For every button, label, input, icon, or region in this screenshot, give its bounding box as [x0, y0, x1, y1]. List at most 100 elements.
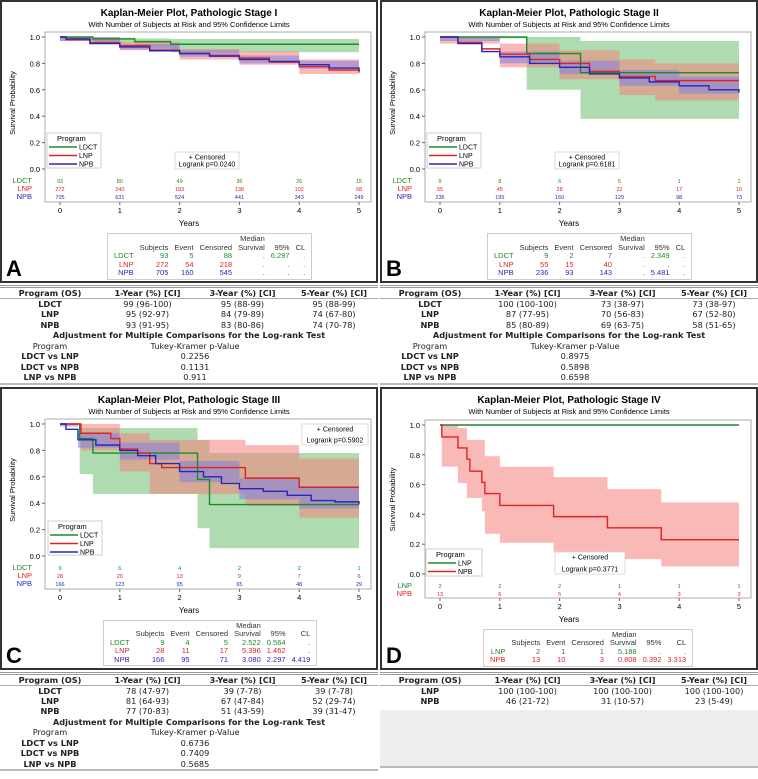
- os-value: 81 (64-93): [125, 695, 170, 706]
- stats-cell: NPB: [490, 655, 506, 664]
- at-risk-count: 8: [498, 179, 501, 185]
- summary-stats-table: Median Subjects Event Censored Survival 95% CL…: [483, 628, 694, 667]
- stats-cell: 2.349: [650, 251, 670, 260]
- stats-cell: .: [642, 268, 645, 277]
- stats-cell: 4: [185, 637, 190, 647]
- comparison-name: LDCT vs LNP: [401, 351, 459, 362]
- y-tick-label: 0.6: [30, 86, 40, 95]
- comparison-name: LDCT vs LNP: [21, 737, 79, 748]
- stats-header: Survival: [238, 242, 265, 252]
- panel-letter: A: [6, 256, 22, 281]
- legend-title: Program: [436, 550, 465, 559]
- os-value: 58 (51-65): [692, 319, 736, 330]
- x-axis-label: Years: [559, 615, 579, 624]
- x-tick-label: 0: [58, 206, 62, 215]
- at-risk-count: 55: [437, 187, 443, 193]
- x-tick-label: 4: [677, 206, 681, 215]
- summary-stats-table: Median Subjects Event Censored Survival 95% CL…: [103, 619, 318, 666]
- stats-header: Censored: [195, 629, 229, 638]
- p-value: 0.6598: [560, 372, 590, 383]
- stats-cell: .: [287, 268, 290, 277]
- at-risk-count: 68: [356, 187, 362, 193]
- os-header: 5-Year (%) [CI]: [670, 288, 758, 299]
- p-value: 0.6736: [180, 737, 210, 748]
- os-value: 95 (88-99): [312, 299, 356, 309]
- legend-label: NPB: [80, 549, 95, 556]
- stats-cell: 1: [599, 646, 604, 656]
- stats-cell: LNP: [499, 259, 514, 269]
- y-tick-label: 0.0: [30, 165, 40, 174]
- x-tick-label: 2: [558, 602, 562, 611]
- stats-cell: 166: [151, 654, 165, 664]
- at-risk-count: 28: [557, 187, 563, 193]
- stats-header: Subjects: [519, 242, 549, 252]
- x-tick-label: 5: [737, 602, 741, 611]
- os-value: 52 (29-74): [312, 695, 356, 706]
- stats-cell: 71: [219, 654, 229, 664]
- os-value: 39 (31-47): [312, 706, 356, 717]
- left-column: Kaplan-Meier Plot, Pathologic Stage I Wit…: [0, 0, 378, 771]
- stats-header: [111, 235, 137, 244]
- at-risk-count: 166: [55, 582, 64, 588]
- at-risk-count: 343: [295, 195, 304, 201]
- at-risk-count: 80: [117, 179, 123, 185]
- at-risk-label: LNP: [397, 184, 412, 193]
- stats-cell: 705: [155, 268, 169, 277]
- x-axis-label: Years: [559, 219, 579, 228]
- x-axis-label: Years: [179, 219, 199, 228]
- os-program: LNP: [420, 685, 440, 696]
- os-value: 84 (79-89): [220, 309, 265, 320]
- at-risk-count: 236: [435, 195, 444, 201]
- at-risk-count: 1: [678, 584, 681, 590]
- at-risk-count: 272: [55, 187, 64, 193]
- os-header: 5-Year (%) [CI]: [290, 288, 378, 299]
- x-tick-label: 5: [357, 206, 361, 215]
- at-risk-count: 13: [437, 592, 443, 598]
- km-chart: Kaplan-Meier Plot, Pathologic Stage IWit…: [8, 8, 372, 228]
- legend-label: LDCT: [80, 532, 99, 539]
- stats-cell: 2.297: [266, 654, 286, 664]
- x-tick-label: 5: [357, 593, 361, 602]
- comparison-name: LNP vs NPB: [23, 758, 77, 769]
- at-risk-count: 93: [57, 179, 63, 185]
- at-risk-count: 73: [736, 195, 742, 201]
- os-table: Program (OS) 1-Year (%) [CI] 3-Year (%) [C…: [0, 671, 378, 771]
- stats-cell: NPB: [118, 268, 134, 277]
- os-program: NPB: [40, 706, 60, 717]
- os-program: LDCT: [418, 299, 442, 309]
- stats-cell: 2: [536, 646, 541, 656]
- at-risk-count: 29: [356, 582, 362, 588]
- stats-header: Event: [170, 629, 190, 638]
- at-risk-count: 183: [175, 187, 184, 193]
- y-tick-label: 0.0: [410, 165, 420, 174]
- comparison-header: Program: [32, 340, 68, 351]
- x-tick-label: 1: [118, 206, 122, 215]
- y-tick-label: 0.6: [30, 472, 40, 481]
- panel-letter: B: [386, 256, 402, 281]
- at-risk-count: 1: [357, 566, 360, 572]
- y-tick-label: 0.4: [410, 510, 420, 519]
- at-risk-count: 36: [236, 179, 242, 185]
- os-header: Program (OS): [380, 674, 480, 686]
- os-value: 87 (77-95): [505, 309, 550, 320]
- ci-band-npb: [440, 424, 739, 567]
- x-tick-label: 0: [58, 593, 62, 602]
- x-tick-label: 2: [178, 593, 182, 602]
- at-risk-label: NPB: [17, 192, 32, 201]
- y-tick-label: 1.0: [410, 33, 420, 42]
- x-tick-label: 1: [498, 602, 502, 611]
- stats-header: Survival: [609, 638, 637, 647]
- p-value: 0.911: [183, 372, 207, 383]
- survival-curve-lnp: [60, 422, 359, 488]
- at-risk-count: 123: [115, 582, 124, 588]
- censored-legend: + Censored: [569, 155, 605, 162]
- at-risk-count: 5: [558, 592, 561, 598]
- at-risk-label: LNP: [17, 571, 32, 580]
- plot-frame: [44, 31, 372, 203]
- stats-cell: .: [683, 251, 686, 260]
- chart-subtitle: With Number of Subjects at Risk and 95% …: [468, 407, 670, 416]
- stats-cell: 15: [565, 259, 574, 269]
- os-header: 5-Year (%) [CI]: [670, 674, 758, 686]
- stats-cell: NPB: [498, 268, 514, 277]
